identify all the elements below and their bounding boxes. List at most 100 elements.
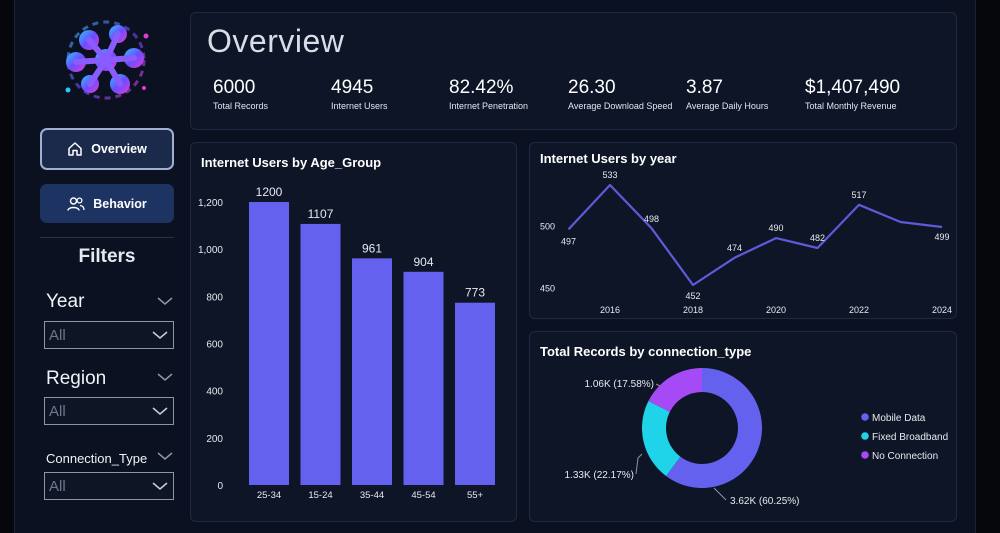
connection-type-filter-label: Connection_Type: [46, 451, 148, 466]
y-tick-label: 450: [540, 283, 555, 293]
sidebar-divider: [40, 237, 174, 238]
age-group-bar-chart: 0 200 400 600 800 1,000 1,200 1200 25-34 1107 15-2…: [198, 185, 495, 501]
leader-line: [713, 487, 727, 501]
year-line-chart: 450 500 2016 2018 2020 2022 2024 497 533 498 452 47…: [540, 170, 952, 315]
nav-behavior-label: Behavior: [93, 196, 147, 211]
line-data-label: 517: [851, 190, 866, 200]
x-tick-label: 45-54: [411, 490, 435, 501]
connection-type-filter-select[interactable]: All: [44, 472, 174, 500]
age-group-chart-title: Internet Users by Age_Group: [201, 155, 382, 170]
slice-fixed-broadband: [642, 401, 681, 476]
line-data-label: 474: [727, 243, 742, 253]
line-data-label: 497: [561, 236, 576, 246]
x-tick-label: 15-24: [308, 490, 332, 501]
slice-data-label: 1.06K (17.58%): [585, 379, 655, 390]
bar-data-label: 1200: [256, 185, 283, 199]
kpi-internet-penetration: 82.42% Internet Penetration: [449, 77, 528, 111]
bar-data-label: 1107: [308, 207, 334, 221]
kpi-total-monthly-revenue: $1,407,490 Total Monthly Revenue: [805, 77, 900, 111]
year-filter-select[interactable]: All: [44, 321, 174, 349]
kpi-label: Internet Penetration: [449, 101, 529, 111]
x-tick-label: 2018: [683, 305, 703, 315]
leader-line: [655, 383, 661, 387]
connection-type-donut-chart: 3.62K (60.25%) 1.33K (22.17%) 1.06K (17.58…: [565, 368, 948, 507]
x-tick-label: 2020: [766, 305, 786, 315]
slice-no-connection: [648, 368, 702, 412]
kpi-internet-users: 4945 Internet Users: [331, 77, 388, 111]
year-filter-value: All: [49, 326, 66, 344]
x-tick-label: 2024: [932, 305, 952, 315]
kpi-label: Internet Users: [331, 101, 388, 111]
legend-label: No Connection: [872, 451, 938, 462]
kpi-value: $1,407,490: [805, 77, 901, 98]
line-data-label: 452: [685, 291, 700, 301]
line-data-label: 498: [644, 214, 659, 224]
y-tick-label: 800: [206, 292, 223, 303]
x-tick-label: 2016: [600, 305, 620, 315]
kpi-value: 26.30: [568, 77, 616, 98]
y-tick-label: 200: [206, 434, 223, 445]
kpi-value: 82.42%: [449, 77, 514, 98]
bar-15-24: [300, 223, 341, 485]
page-title: Overview: [207, 23, 345, 59]
line-data-label: 499: [934, 232, 949, 242]
region-filter-label: Region: [46, 368, 107, 389]
slice-data-label: 3.62K (60.25%): [730, 496, 800, 507]
region-filter-value: All: [49, 402, 66, 420]
year-filter-label: Year: [46, 291, 85, 312]
legend-marker: [861, 413, 869, 421]
region-filter-select[interactable]: All: [44, 397, 174, 425]
connection-type-filter-value: All: [49, 477, 66, 495]
brand-logo: [65, 20, 149, 100]
connection-type-chart-title: Total Records by connection_type: [540, 344, 752, 359]
kpi-value: 6000: [213, 77, 256, 98]
line-data-label: 490: [768, 223, 783, 233]
year-line-chart-title: Internet Users by year: [540, 151, 677, 166]
line-data-label: 482: [810, 233, 825, 243]
y-tick-label: 400: [206, 387, 223, 398]
bar-data-label: 961: [362, 241, 382, 255]
y-tick-label: 1,200: [198, 198, 223, 209]
kpi-label: Average Daily Hours: [686, 101, 769, 111]
age-group-chart-card: Internet Users by Age_Group 0 200 400 600 80…: [190, 142, 517, 522]
slice-data-label: 1.33K (22.17%): [565, 470, 635, 481]
kpi-average-daily-hours: 3.87 Average Daily Hours: [686, 77, 768, 111]
bar-45-54: [403, 271, 444, 485]
bar-25-34: [249, 202, 289, 485]
y-tick-label: 600: [206, 340, 223, 351]
kpi-label: Total Monthly Revenue: [805, 101, 897, 111]
region-collapse-chevron-icon[interactable]: [156, 371, 174, 383]
connection-type-chart-card: Total Records by connection_type 3.62K (…: [529, 331, 957, 522]
kpi-label: Average Download Speed: [568, 101, 673, 111]
legend-marker: [861, 432, 869, 440]
bar-55+: [455, 302, 495, 485]
overview-card: Overview 6000 Total Records 4945 Interne…: [190, 12, 957, 130]
y-tick-label: 500: [540, 222, 555, 232]
connection-type-collapse-chevron-icon[interactable]: [156, 450, 174, 462]
leader-line: [635, 453, 643, 475]
bar-data-label: 773: [465, 286, 485, 300]
slice-mobile-data: [665, 368, 762, 488]
users-icon: [67, 196, 85, 211]
line-data-label: 533: [602, 170, 617, 180]
nav-overview-button[interactable]: Overview: [40, 128, 174, 170]
chevron-down-icon: [152, 407, 168, 415]
kpi-value: 4945: [331, 77, 374, 98]
x-tick-label: 25-34: [257, 490, 281, 501]
legend-label: Mobile Data: [872, 413, 926, 424]
bar-data-label: 904: [413, 255, 433, 269]
kpi-value: 3.87: [686, 77, 723, 98]
chevron-down-icon: [152, 482, 168, 490]
kpi-label: Total Records: [213, 101, 269, 111]
series-line: [567, 183, 943, 287]
y-tick-label: 1,000: [198, 245, 223, 256]
nav-behavior-button[interactable]: Behavior: [40, 184, 174, 223]
x-tick-label: 55+: [467, 490, 484, 501]
legend-label: Fixed Broadband: [872, 432, 948, 443]
year-collapse-chevron-icon[interactable]: [156, 295, 174, 307]
home-icon: [68, 142, 82, 156]
chevron-down-icon: [152, 331, 168, 339]
kpi-average-download-speed: 26.30 Average Download Speed: [568, 77, 672, 111]
nav-overview-label: Overview: [91, 142, 147, 156]
x-tick-label: 2022: [849, 305, 869, 315]
